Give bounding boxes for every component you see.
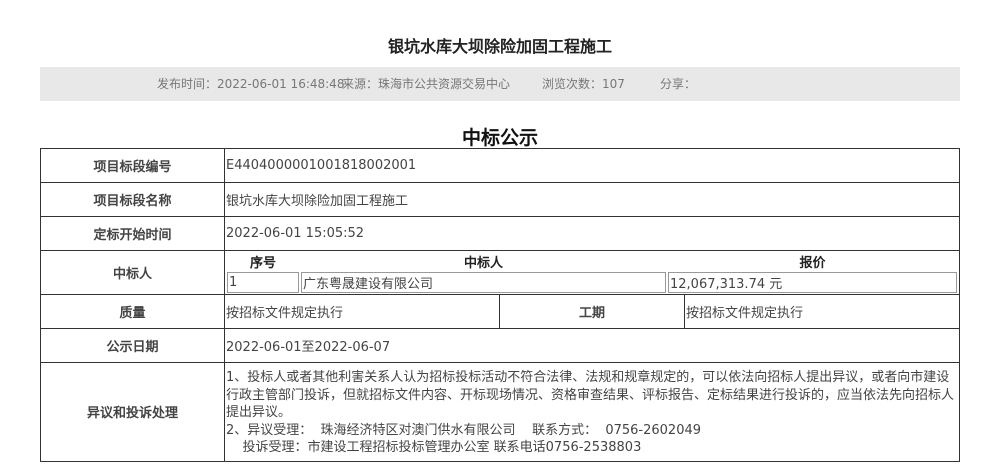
objection-line: 投诉受理：市建设工程招标投标管理办公室 联系电话0756-2538803 [226, 440, 642, 455]
source: 来源：珠海市公共资源交易中心 [342, 77, 511, 91]
winner-company: 广东粤晟建设有限公司 [301, 272, 666, 293]
col-header: 中标人 [463, 256, 503, 271]
publish-time: 发布时间：2022-06-01 16:48:48 [157, 77, 345, 91]
table-row: 异议和投诉处理 1、投标人或者其他利害关系人认为招标投标活动不符合法律、法规和规… [40, 362, 960, 462]
table-row: 中标人 序号 中标人 报价 1 广东粤晟建设有限公司 12,067,313.74 元 [40, 250, 960, 295]
project-code: E4404000001001818002001 [224, 148, 960, 183]
notice-date: 2022-06-01至2022-06-07 [224, 328, 960, 363]
col-header: 报价 [799, 256, 826, 271]
winner-no: 1 [227, 272, 299, 293]
meta-bar: 发布时间：2022-06-01 16:48:48 来源：珠海市公共资源交易中心 … [40, 67, 960, 101]
award-table: 项目标段编号 E4404000001001818002001 项目标段名称 银坑水库… [40, 148, 960, 462]
start-time: 2022-06-01 15:05:52 [224, 216, 960, 251]
project-name: 银坑水库大坝除险加固工程施工 [224, 182, 960, 217]
winner-table: 序号 中标人 报价 1 广东粤晟建设有限公司 12,067,313.74 元 [225, 251, 959, 294]
table-row: 定标开始时间 2022-06-01 15:05:52 [40, 216, 960, 251]
row-label: 异议和投诉处理 [40, 362, 225, 462]
objection-text: 1、投标人或者其他利害关系人认为招标投标活动不符合法律、法规和规章规定的，可以依… [224, 362, 960, 462]
period-value: 按招标文件规定执行 [684, 294, 960, 329]
row-label: 公示日期 [40, 328, 225, 363]
table-row: 项目标段编号 E4404000001001818002001 [40, 148, 960, 183]
winner-price: 12,067,313.74 元 [668, 272, 957, 293]
share-label: 分享： [660, 77, 697, 91]
row-label: 定标开始时间 [40, 216, 225, 251]
table-row: 项目标段名称 银坑水库大坝除险加固工程施工 [40, 182, 960, 217]
page-title: 银坑水库大坝除险加固工程施工 [387, 37, 612, 56]
objection-line: 1、投标人或者其他利害关系人认为招标投标活动不符合法律、法规和规章规定的，可以依… [226, 370, 955, 420]
row-label: 工期 [499, 294, 685, 329]
row-label: 项目标段名称 [40, 182, 225, 217]
objection-line: 2、异议受理： 珠海经济特区对澳门供水有限公司 联系方式： 0756-26020… [226, 422, 702, 438]
row-label: 项目标段编号 [40, 148, 225, 183]
winner-cell: 序号 中标人 报价 1 广东粤晟建设有限公司 12,067,313.74 元 [224, 250, 960, 295]
notice-heading: 中标公示 [461, 127, 538, 149]
col-header: 序号 [249, 256, 276, 271]
row-label: 中标人 [40, 250, 225, 295]
table-row: 公示日期 2022-06-01至2022-06-07 [40, 328, 960, 363]
table-row: 质量 按招标文件规定执行 工期 按招标文件规定执行 [40, 294, 960, 329]
quality-value: 按招标文件规定执行 [224, 294, 500, 329]
view-count: 浏览次数：107 [542, 77, 625, 91]
row-label: 质量 [40, 294, 225, 329]
